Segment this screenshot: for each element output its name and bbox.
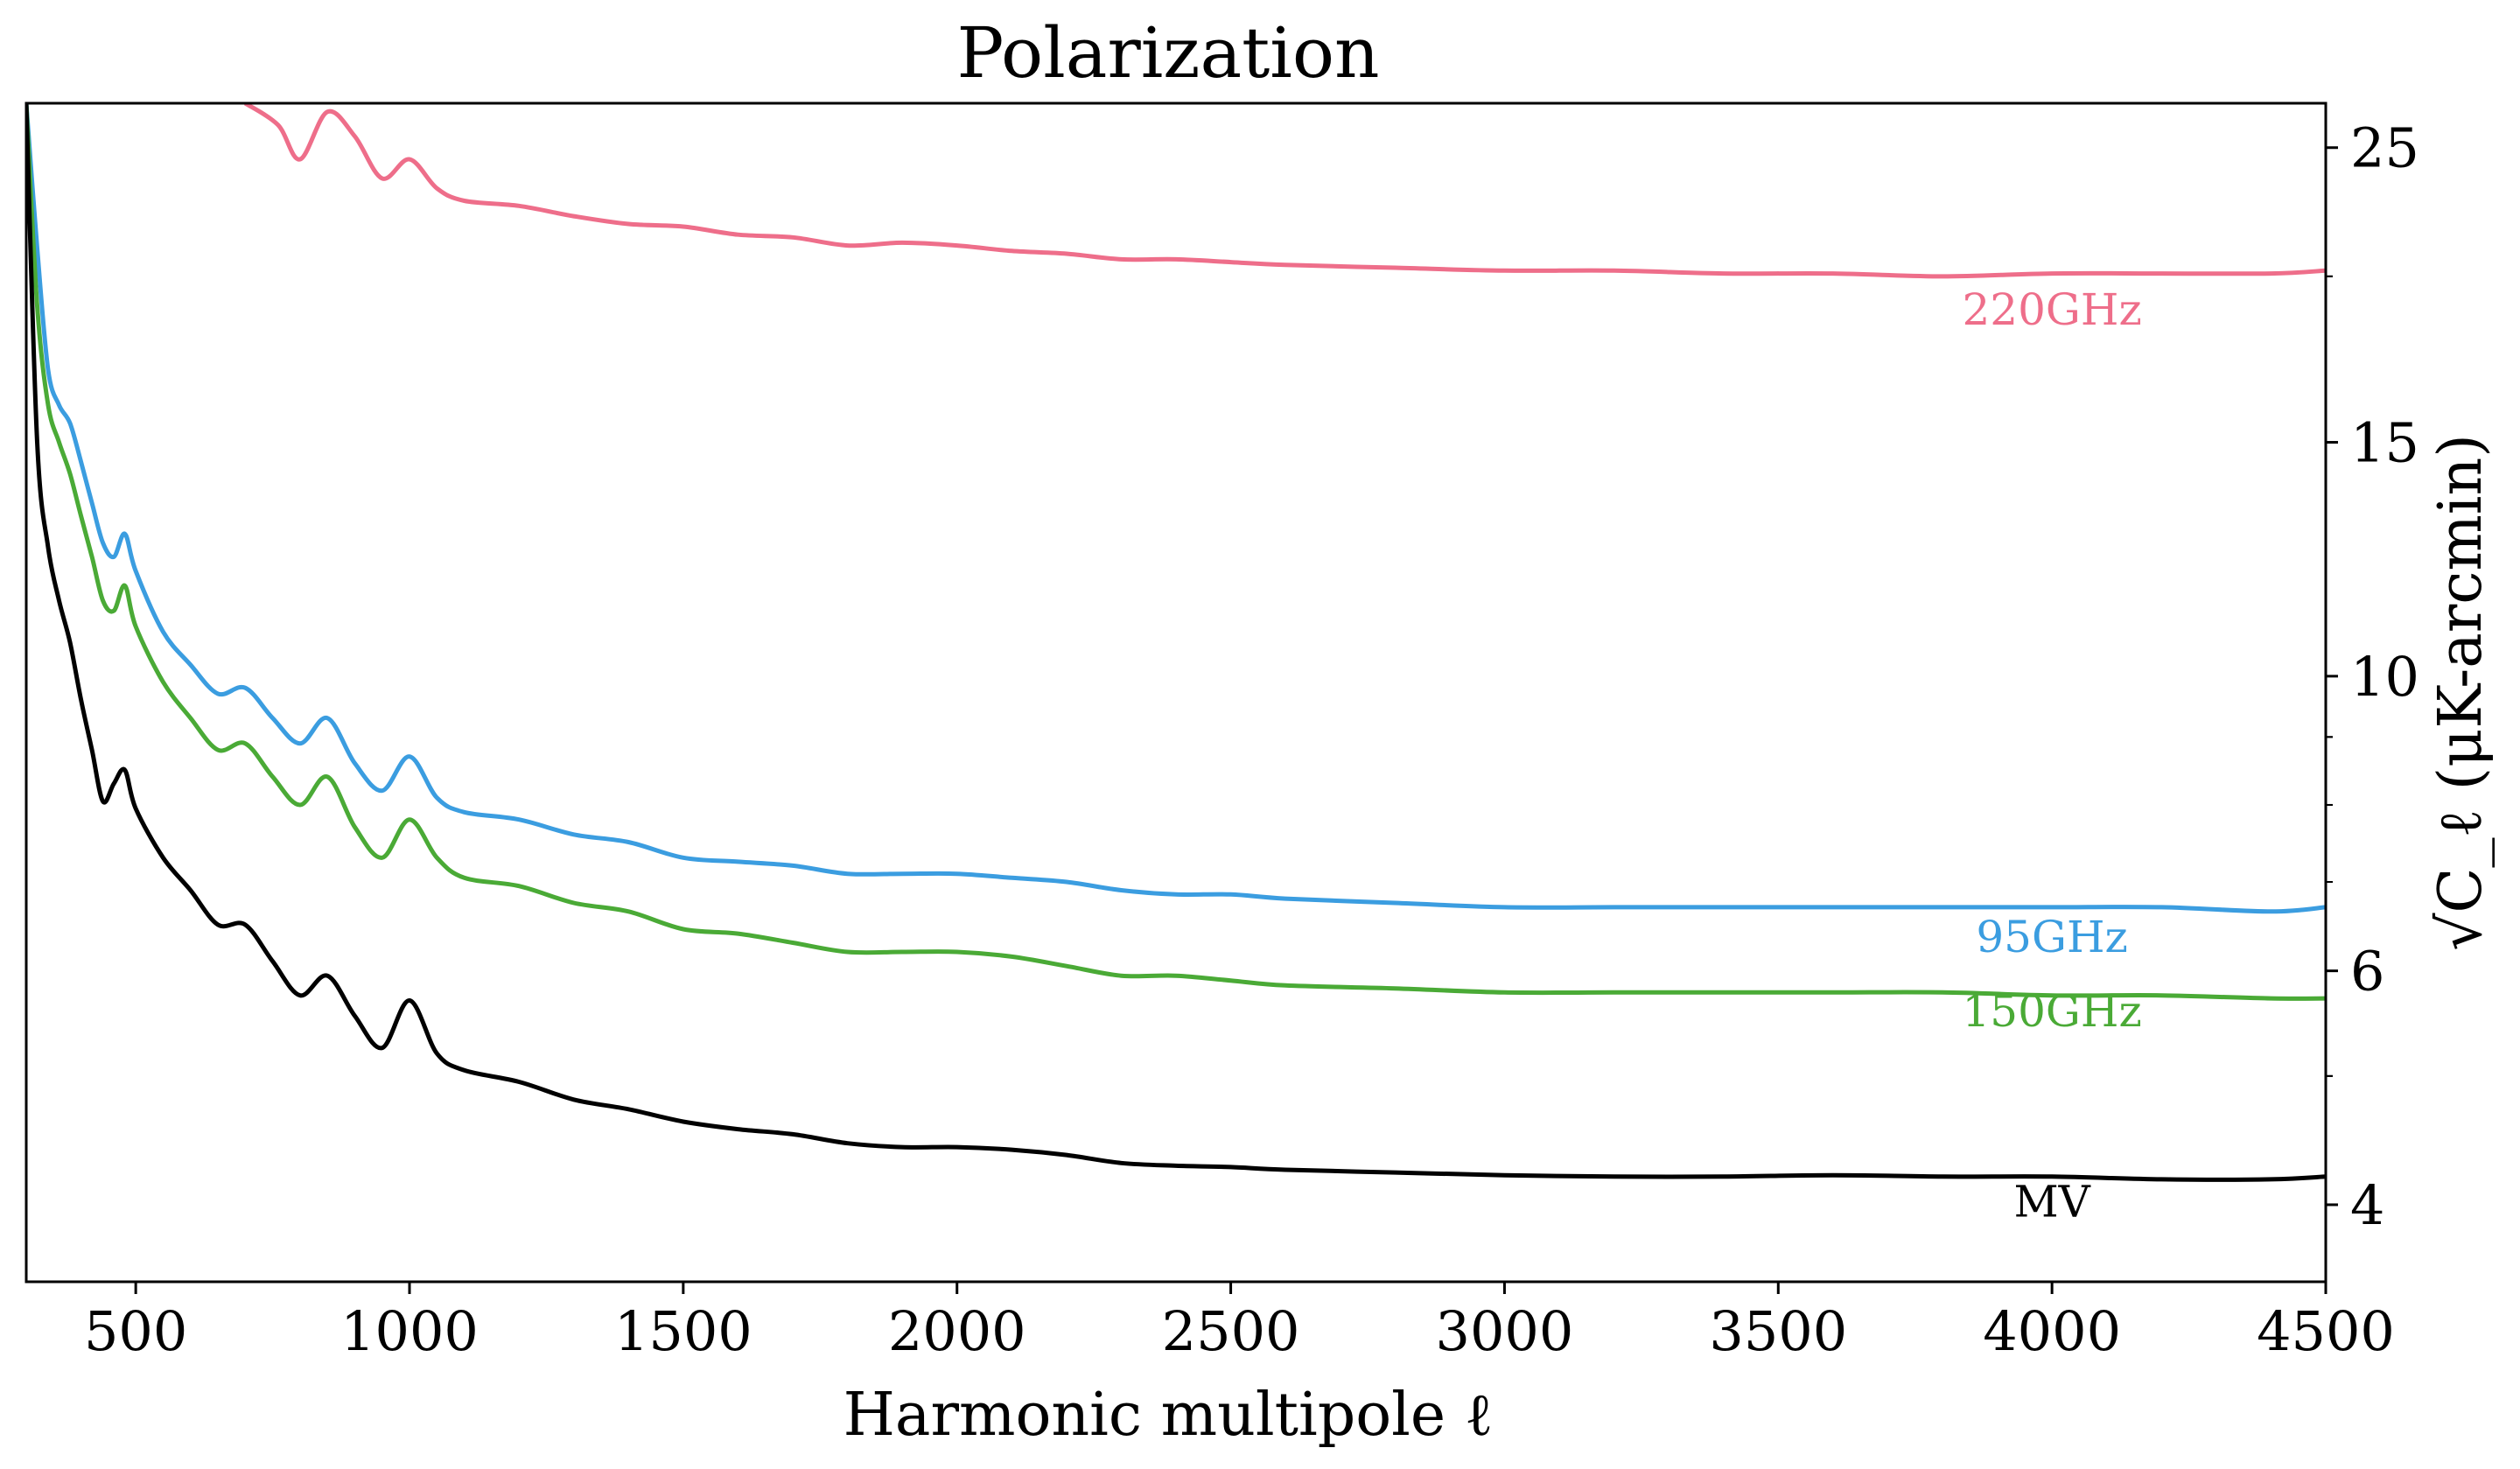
y-axis-label: √C_ℓ (μK-arcmin) xyxy=(2426,434,2496,951)
y-tick-label: 10 xyxy=(2350,645,2419,709)
y-tick-label: 6 xyxy=(2350,940,2384,1004)
x-axis-label: Harmonic multipole ℓ xyxy=(844,1381,1494,1450)
x-tick-label: 2500 xyxy=(1162,1299,1300,1363)
series-labels: 220GHz 95GHz 150GHz MV xyxy=(1962,284,2141,1227)
series-line-95ghz xyxy=(26,103,2326,914)
x-tick-label: 3500 xyxy=(1709,1299,1847,1363)
series-label-150ghz: 150GHz xyxy=(1962,986,2141,1037)
y-tick-label: 4 xyxy=(2350,1173,2384,1237)
x-tick-label: 4000 xyxy=(1983,1299,2121,1363)
y-tick-label: 15 xyxy=(2350,411,2419,475)
x-tick-label: 4500 xyxy=(2257,1299,2395,1363)
x-tick-label: 2000 xyxy=(888,1299,1026,1363)
x-tick-label: 500 xyxy=(84,1299,187,1363)
plot-frame xyxy=(24,101,2328,1284)
y-axis-ticks: 4 6 10 15 25 xyxy=(2326,116,2419,1237)
x-axis-ticks: 500 1000 1500 2000 2500 3000 3500 4000 4500 xyxy=(84,1282,2395,1363)
x-tick-label: 1500 xyxy=(614,1299,752,1363)
series-label-95ghz: 95GHz xyxy=(1976,912,2128,962)
y-tick-label: 25 xyxy=(2350,116,2419,180)
series-line-150ghz xyxy=(26,103,2326,1001)
series-label-220ghz: 220GHz xyxy=(1962,284,2141,335)
plot-lines xyxy=(26,103,2326,1182)
series-label-mv: MV xyxy=(2013,1176,2090,1227)
chart-title: Polarization xyxy=(956,12,1379,94)
series-line-220ghz xyxy=(243,103,2326,279)
x-tick-label: 1000 xyxy=(340,1299,479,1363)
x-tick-label: 3000 xyxy=(1436,1299,1574,1363)
series-line-mv xyxy=(26,103,2326,1182)
